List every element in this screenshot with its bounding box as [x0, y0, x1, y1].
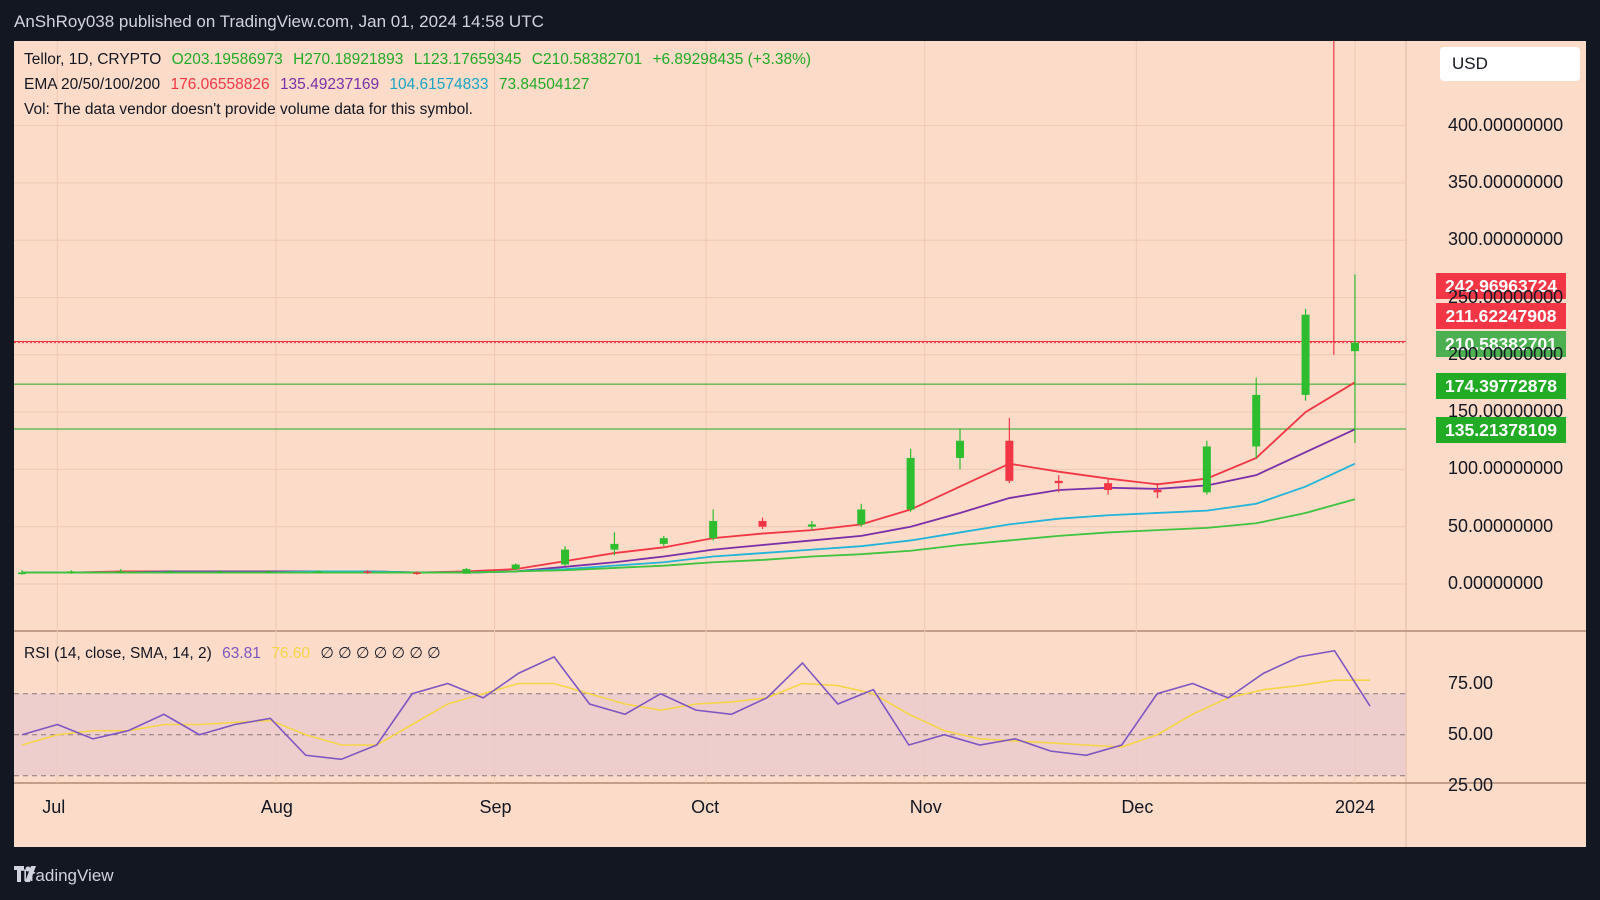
- price-chart[interactable]: [14, 41, 1586, 847]
- tradingview-brand[interactable]: TradingView: [14, 866, 114, 886]
- price-axis-label: 0.00000000: [1448, 573, 1544, 593]
- candle-body: [1301, 314, 1310, 395]
- candle-body: [1054, 480, 1063, 484]
- legend-volume-note: Vol: The data vendor doesn't provide vol…: [24, 101, 473, 118]
- time-axis-label: Dec: [1121, 797, 1154, 817]
- candle-body: [758, 520, 767, 527]
- ema-line-ema50: [22, 428, 1356, 574]
- price-tag-upper-line: 211.62247908: [1436, 303, 1566, 329]
- time-axis-label: Aug: [260, 797, 293, 817]
- price-tag-high-line: 242.96963724: [1436, 273, 1566, 299]
- price-axis-label: 100.00000000: [1448, 458, 1564, 479]
- publisher-line: AnShRoy038 published on TradingView.com,…: [14, 12, 544, 31]
- legend-line-ema: EMA 20/50/100/200 176.06558826 135.49237…: [24, 76, 595, 94]
- ema50-value: 135.49237169: [279, 76, 380, 93]
- candle-body: [1252, 394, 1261, 447]
- ohlc-open: O203.19586973: [171, 51, 283, 68]
- rsi-label: RSI (14, close, SMA, 14, 2): [24, 645, 212, 662]
- symbol-label: Tellor, 1D, CRYPTO: [24, 51, 162, 68]
- candle-body: [857, 509, 866, 525]
- candle-body: [314, 571, 323, 573]
- legend-line-rsi: RSI (14, close, SMA, 14, 2) 63.81 76.60 …: [24, 644, 447, 663]
- candle-body: [659, 538, 668, 544]
- candle-body: [1104, 483, 1113, 491]
- candle-body: [412, 572, 421, 575]
- price-axis-label: 150.00000000: [1448, 401, 1564, 422]
- rsi-line: [21, 649, 1371, 761]
- ema200-value: 73.84504127: [498, 76, 590, 93]
- ema-line-ema20: [22, 381, 1356, 574]
- time-axis-label: Oct: [691, 797, 720, 817]
- ohlc-change: +6.89298435 (+3.38%): [652, 51, 812, 68]
- ema-line-ema200: [22, 498, 1356, 574]
- candle-body: [462, 569, 471, 574]
- brand-label: TradingView: [20, 866, 114, 885]
- price-axis-label: 50.00000000: [1448, 515, 1554, 536]
- price-axis-label: 250.00000000: [1448, 286, 1564, 307]
- ema-label: EMA 20/50/100/200: [24, 76, 161, 93]
- candle-body: [1153, 490, 1162, 493]
- candle-body: [215, 571, 224, 573]
- candle-body: [67, 571, 76, 573]
- ohlc-close: C210.58382701: [531, 51, 643, 68]
- price-axis-label: 300.00000000: [1448, 229, 1564, 250]
- time-axis-label: Jul: [42, 797, 66, 817]
- ohlc-low: L123.17659345: [413, 51, 522, 68]
- ema100-value: 104.61574833: [389, 76, 489, 93]
- candle-body: [709, 520, 718, 539]
- candle-body: [807, 524, 816, 527]
- rsi-value: 63.81: [222, 645, 261, 662]
- time-axis-label: Nov: [909, 797, 942, 817]
- currency-selector[interactable]: USD: [1440, 47, 1580, 81]
- time-axis-label: 2024: [1334, 797, 1375, 817]
- candle-body: [906, 457, 915, 510]
- candle-body: [610, 543, 619, 550]
- price-axis-label: 350.00000000: [1448, 171, 1564, 192]
- candle-body: [166, 571, 175, 573]
- candle-body: [264, 571, 273, 573]
- rsi-extra: ∅ ∅ ∅ ∅ ∅ ∅ ∅: [320, 645, 441, 662]
- candle-body: [18, 572, 26, 575]
- candle-body: [1202, 446, 1211, 493]
- price-tag-support-1: 174.39772878: [1436, 373, 1566, 399]
- legend-line-ohlc: Tellor, 1D, CRYPTO O203.19586973 H270.18…: [24, 51, 817, 69]
- ema20-value: 176.06558826: [170, 76, 270, 93]
- price-axis-label: 200.00000000: [1448, 343, 1564, 364]
- rsi-axis-label: 25.00: [1448, 775, 1494, 795]
- chart-frame[interactable]: Tellor, 1D, CRYPTO O203.19586973 H270.18…: [14, 41, 1586, 847]
- time-axis-label: Sep: [479, 797, 512, 817]
- candle-body: [561, 549, 570, 565]
- ema-line-ema100: [22, 462, 1356, 574]
- rsi-axis-label: 50.00: [1448, 723, 1494, 744]
- candle-body: [363, 571, 372, 573]
- candle-body: [511, 564, 520, 570]
- ohlc-high: H270.18921893: [293, 51, 404, 68]
- price-tag-last-close: 210.58382701: [1436, 331, 1566, 357]
- candle-body: [956, 440, 964, 458]
- rsi-axis-label: 75.00: [1448, 672, 1494, 693]
- price-axis-label: 400.00000000: [1448, 114, 1564, 135]
- price-tag-support-2: 135.21378109: [1436, 417, 1566, 443]
- rsi-sma-value: 76.60: [271, 645, 311, 662]
- candle-body: [1005, 440, 1014, 481]
- candle-body: [116, 571, 125, 573]
- candle-body: [1350, 342, 1359, 352]
